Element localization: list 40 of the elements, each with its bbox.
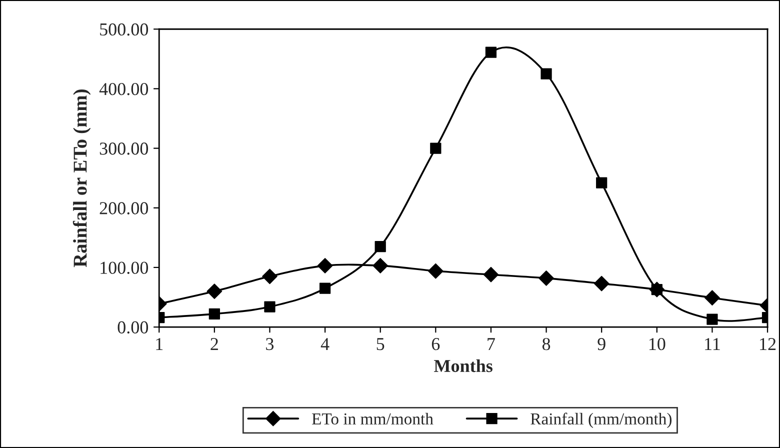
- x-tick-label: 5: [376, 338, 384, 350]
- y-tick-label: 500.00: [100, 23, 148, 36]
- x-tick-label: 9: [598, 338, 606, 350]
- x-tick-label: 4: [320, 338, 330, 350]
- point: [594, 276, 610, 292]
- y-axis-title: Rainfall or ETo (mm): [72, 90, 91, 268]
- x-tick-label: 3: [266, 338, 274, 350]
- point: [317, 258, 333, 274]
- point: [706, 314, 718, 325]
- legend-label: ETo in mm/month: [312, 412, 434, 425]
- point: [430, 142, 442, 154]
- point: [704, 290, 720, 306]
- point: [208, 308, 220, 320]
- point: [319, 282, 331, 294]
- y-tick-label: 100.00: [100, 262, 148, 274]
- point: [262, 268, 278, 284]
- x-tick-label: 12: [760, 338, 776, 350]
- point: [538, 270, 554, 286]
- y-tick-label: 400.00: [99, 82, 148, 96]
- x-tick-label: 7: [488, 338, 495, 350]
- x-tick-label: 6: [432, 338, 440, 350]
- point: [428, 263, 444, 279]
- x-tick-label: 11: [705, 338, 720, 350]
- y-tick-label: 300.00: [100, 142, 148, 155]
- x-tick-label: 10: [649, 338, 666, 350]
- point: [372, 258, 388, 274]
- point: [540, 68, 552, 80]
- legend-label: Rainfall (mm/month): [530, 412, 672, 428]
- x-tick-label: 8: [542, 338, 550, 350]
- y-tick-label: 200.00: [100, 202, 148, 214]
- point: [374, 241, 386, 252]
- point: [596, 177, 608, 188]
- point: [485, 46, 497, 58]
- x-axis-title: Months: [434, 359, 492, 372]
- point: [206, 284, 222, 299]
- x-tick-label: 2: [210, 338, 218, 350]
- point: [483, 266, 499, 282]
- x-tick-label: 1: [156, 338, 163, 350]
- point: [264, 301, 276, 312]
- y-tick-label: 0.00: [118, 321, 148, 334]
